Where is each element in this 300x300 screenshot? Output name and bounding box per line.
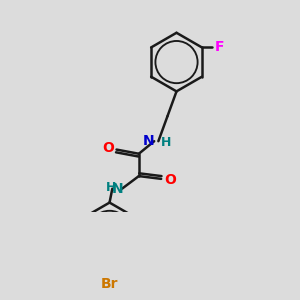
Text: N: N bbox=[112, 182, 124, 196]
Text: H: H bbox=[161, 136, 172, 149]
Text: Br: Br bbox=[101, 277, 118, 290]
Text: N: N bbox=[142, 134, 154, 148]
Text: H: H bbox=[106, 181, 116, 194]
Text: O: O bbox=[102, 141, 114, 155]
Text: O: O bbox=[164, 173, 176, 187]
Text: F: F bbox=[214, 40, 224, 54]
